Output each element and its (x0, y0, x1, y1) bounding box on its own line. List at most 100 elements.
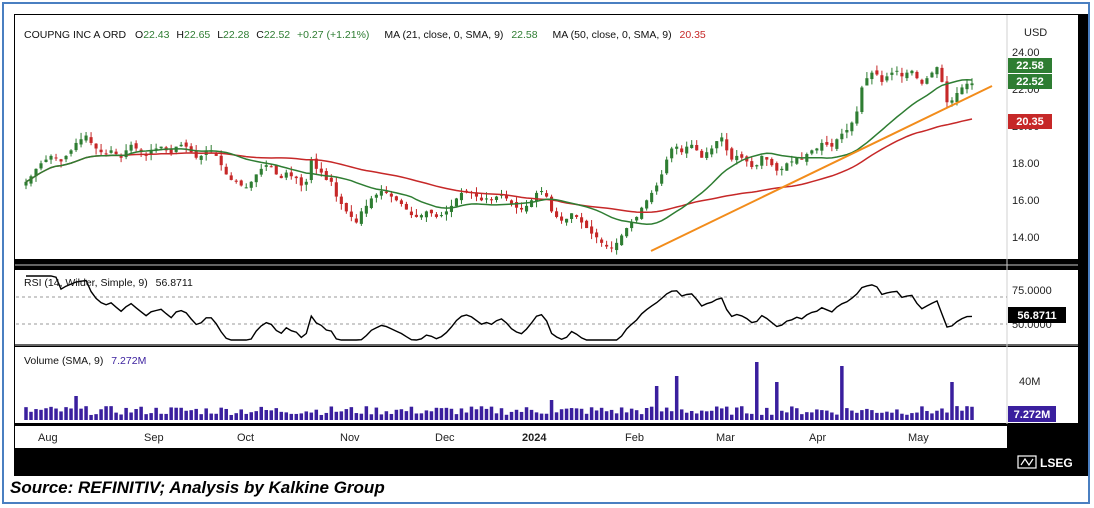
volume-bar (219, 407, 223, 420)
volume-bar (279, 411, 284, 420)
volume-bar (449, 408, 454, 420)
currency-label: USD (1024, 27, 1047, 39)
candle-body (34, 168, 38, 177)
volume-bar (930, 413, 934, 420)
candle-body (309, 159, 313, 181)
volume-bar (810, 412, 814, 420)
volume-bar (935, 410, 939, 420)
x-tick: Sep (144, 432, 164, 444)
candle-body (84, 135, 88, 141)
volume-bar (790, 406, 794, 420)
volume-bar (169, 407, 173, 420)
candle-body (910, 70, 914, 74)
volume-bar (850, 410, 854, 420)
candle-body (840, 133, 844, 140)
volume-bar (259, 406, 264, 420)
volume-bar (539, 413, 544, 420)
y-tick: 16.00 (1012, 195, 1040, 207)
candle-body (24, 181, 28, 186)
volume-bar (199, 414, 203, 420)
candle-body (199, 155, 203, 160)
volume-bar (564, 408, 569, 420)
candle-body (705, 152, 709, 158)
volume-bar (424, 410, 429, 420)
candle-body (710, 148, 714, 155)
source-caption: Source: REFINITIV; Analysis by Kalkine G… (10, 478, 385, 497)
lseg-logo: LSEG (1017, 455, 1073, 470)
volume-bar (755, 362, 759, 420)
candle-body (570, 213, 574, 219)
volume-bar (319, 414, 324, 420)
volume-bar (820, 410, 824, 420)
volume-bar (880, 412, 884, 420)
lseg-logo-glyph (1020, 457, 1034, 467)
volume-bar (499, 408, 504, 420)
candle-body (109, 150, 113, 153)
candle-body (780, 168, 784, 171)
volume-bar (349, 407, 354, 420)
volume-bar (54, 408, 58, 420)
candle-body (269, 166, 273, 168)
volume-bar (694, 413, 699, 420)
volume-bar (950, 382, 954, 420)
candle-body (274, 165, 278, 175)
candle-body (414, 214, 418, 217)
candle-body (925, 78, 929, 84)
rsi-legend: RSI (14, Wilder, Simple, 9) 56.8711 (24, 277, 193, 289)
volume-bar (519, 411, 524, 420)
volume-bar (599, 407, 604, 420)
candle-body (820, 142, 824, 151)
volume-bar (825, 410, 829, 420)
candle-body (560, 216, 564, 221)
volume-bar (144, 414, 148, 420)
candle-body (264, 165, 268, 167)
ma21-badge-bg (1008, 58, 1052, 73)
candle-body (544, 193, 549, 197)
candle-body (219, 155, 223, 166)
volume-bar (184, 410, 188, 420)
candle-body (409, 211, 413, 216)
candle-body (920, 79, 924, 84)
open-value: 22.43 (143, 29, 169, 41)
volume-bar (239, 409, 243, 420)
rsi-panel (15, 270, 1078, 344)
candle-body (940, 67, 944, 82)
candle-body (59, 159, 63, 162)
candle-body (69, 150, 73, 154)
volume-bar (729, 414, 734, 420)
candle-body (680, 148, 684, 153)
volume-bar (594, 410, 599, 420)
y-tick: 24.00 (1012, 47, 1040, 59)
candle-body (474, 192, 479, 197)
candle-body (429, 209, 433, 214)
candle-body (785, 163, 789, 171)
rsi-badge: 56.8711 (1017, 310, 1056, 322)
candle-body (775, 163, 779, 171)
volume-bar (549, 400, 554, 420)
price-panel (15, 15, 1078, 259)
candle-body (595, 232, 599, 238)
candle-body (715, 141, 719, 149)
volume-bar (639, 414, 644, 420)
volume-bar (194, 408, 198, 420)
volume-bar (119, 414, 123, 420)
candle-body (830, 143, 834, 147)
candle-body (399, 200, 403, 204)
candle-body (865, 78, 869, 86)
candle-body (404, 203, 408, 210)
candle-body (184, 142, 188, 147)
volume-bar (294, 413, 299, 420)
candle-body (534, 192, 539, 201)
volume-bar (464, 412, 469, 420)
volume-bar (94, 414, 98, 420)
volume-bar (249, 412, 253, 420)
volume-bar (129, 412, 133, 420)
candle-body (945, 81, 949, 103)
volume-bar (124, 407, 128, 420)
candle-body (304, 181, 308, 185)
volume-bar (324, 412, 329, 420)
candle-body (294, 176, 298, 179)
volume-bar (544, 413, 549, 420)
low-label: L (217, 29, 223, 41)
candle-body (605, 244, 609, 247)
